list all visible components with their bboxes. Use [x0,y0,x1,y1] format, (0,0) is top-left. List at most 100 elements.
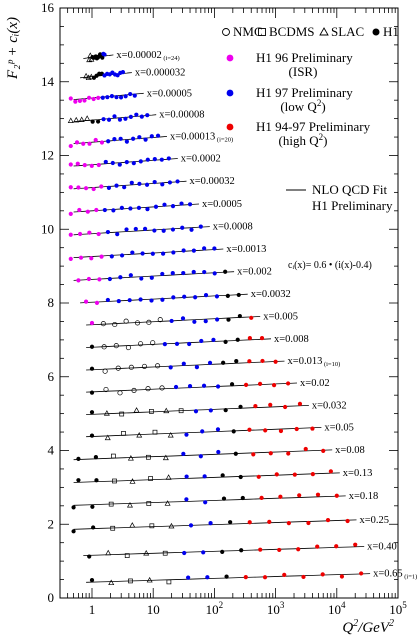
data-point [101,117,106,122]
data-point [353,542,358,547]
data-point [112,478,117,484]
data-point [128,114,133,119]
data-point [159,157,164,162]
data-point [155,363,161,369]
data-point [192,319,197,324]
bin-label: x=0.05 [324,422,354,433]
data-point [228,520,233,525]
data-point [139,276,144,281]
data-point [174,341,180,346]
data-point [179,201,184,206]
data-point [143,137,148,142]
data-point [76,456,81,461]
bin-label: x=0.032 [312,400,347,411]
data-point [68,232,73,237]
data-point [201,383,207,388]
data-point [112,114,117,119]
bin-label: x=0.005 [263,311,298,322]
data-point [359,571,364,576]
data-point [191,269,196,275]
data-point [131,161,136,166]
data-point [243,382,249,387]
data-point [152,228,157,233]
data-point [94,478,99,483]
data-point [89,256,94,261]
data-point [202,269,207,275]
bin-label: x=0.0032 [251,289,291,300]
data-point [198,224,203,229]
data-point [215,317,220,322]
data-point [166,579,172,585]
data-point [150,251,155,256]
data-point [260,358,265,364]
data-point [274,472,279,477]
data-point [208,408,213,413]
data-point [78,116,85,122]
data-point [68,96,73,101]
data-point [220,549,225,554]
data-point [205,575,210,580]
data-point [112,137,117,142]
data-point [233,451,238,456]
data-point [240,495,245,501]
data-point [221,360,226,365]
data-point [97,277,102,282]
data-point [171,250,176,255]
data-point [103,159,108,165]
data-point [128,273,133,278]
data-point [168,365,173,370]
data-point [99,254,104,259]
data-point [200,429,205,434]
data-point [306,520,311,526]
data-point [146,501,152,506]
data-point [249,315,254,320]
data-point [76,185,81,190]
data-point [303,446,308,452]
y-tick-label: 10 [41,221,54,236]
data-point [68,143,73,149]
data-point [86,276,92,282]
data-point [152,157,157,162]
data-point [292,472,297,477]
data-point [115,365,121,371]
data-point [163,407,170,414]
data-point [181,270,186,276]
bin-label: x=0.00002 (i=24) [116,50,179,62]
data-point [203,292,209,298]
data-point [161,228,166,233]
data-point [180,225,185,230]
data-point [131,387,137,393]
data-point [152,429,158,435]
data-point [149,298,154,303]
data-point [82,98,87,103]
data-point [247,336,252,341]
data-point [223,408,228,413]
y-tick-label: 6 [48,369,55,384]
data-point [110,525,116,531]
data-point [334,493,339,498]
data-point [149,409,154,414]
data-point [168,522,175,529]
data-point [282,572,287,577]
data-point [105,549,112,556]
data-point [128,91,133,97]
data-point [202,246,207,251]
legend-swatch [226,123,234,131]
bin-label: x=0.25 [360,515,390,526]
data-point [132,93,137,98]
data-point [207,360,213,365]
data-point [105,95,110,100]
data-point [90,119,95,124]
data-point [114,183,119,188]
data-point [184,474,189,479]
data-point [124,139,129,144]
x-tick-label: 10 [147,602,160,617]
data-point [68,162,73,167]
data-point [161,251,166,256]
data-point [75,161,80,166]
data-point [103,386,109,393]
data-point [111,208,116,213]
data-point [267,519,272,525]
data-point [123,318,129,324]
data-point [259,495,264,500]
